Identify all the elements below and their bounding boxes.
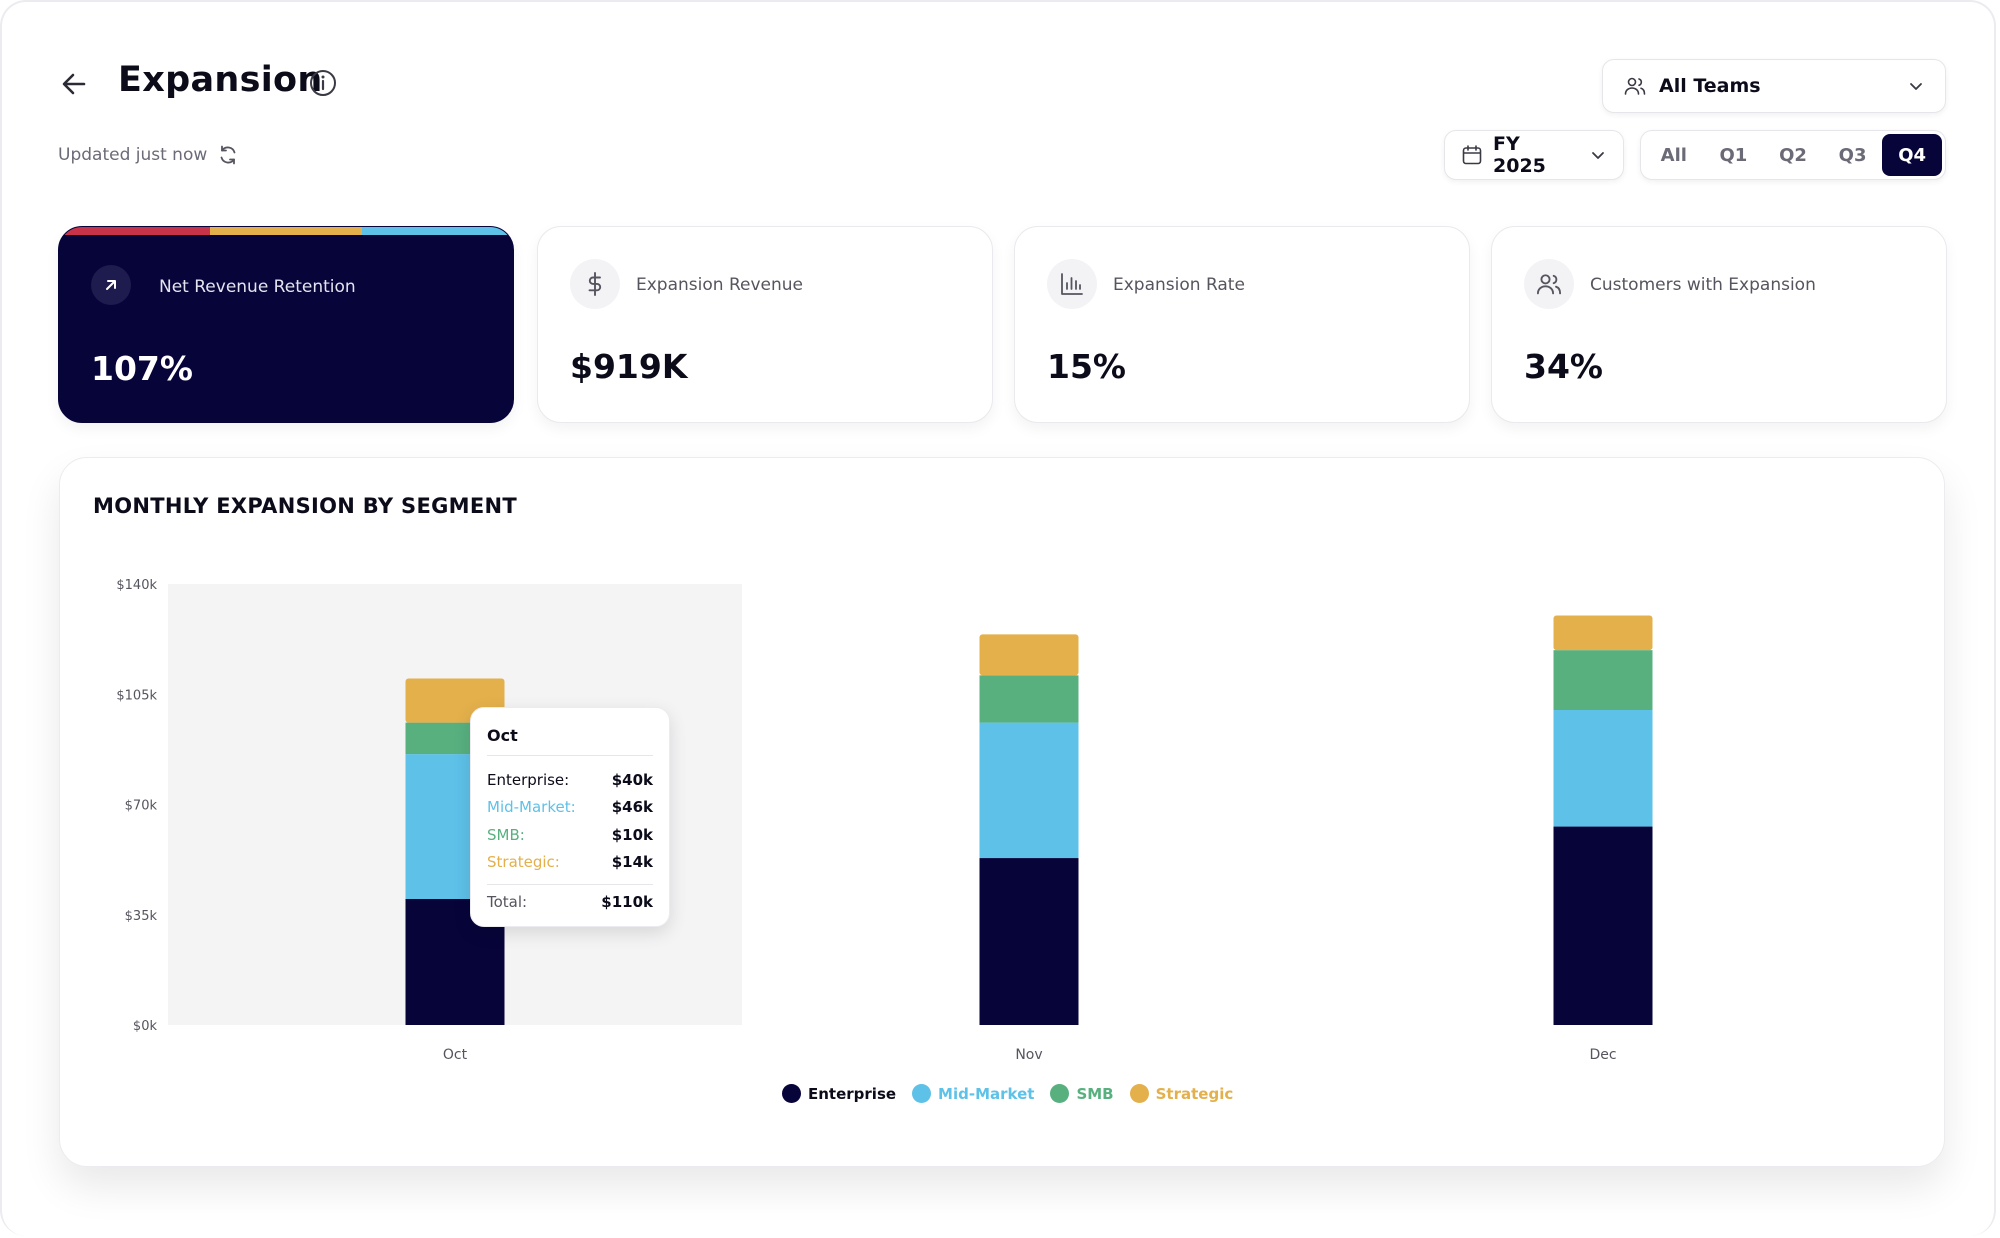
y-tick-label: $35k: [125, 909, 158, 924]
calendar-icon: [1462, 145, 1482, 165]
legend-item-mid-market[interactable]: Mid-Market: [912, 1084, 1034, 1103]
chevron-down-icon: [1910, 83, 1922, 90]
page-title: Expansion: [118, 60, 323, 100]
tooltip-row-smb: SMB: $10k: [487, 821, 653, 849]
kpi-card-net-revenue-retention[interactable]: Net Revenue Retention 107%: [58, 226, 514, 423]
kpi-card-expansion-revenue[interactable]: Expansion Revenue $919K: [537, 226, 993, 423]
tooltip-label: Strategic:: [487, 853, 560, 872]
users-icon: [1524, 259, 1574, 309]
legend-swatch: [782, 1084, 801, 1103]
chevron-down-icon: [1592, 152, 1604, 159]
bar-segment-mid-market-nov[interactable]: [979, 722, 1079, 859]
tooltip-label: SMB:: [487, 825, 525, 844]
bar-segment-enterprise-dec[interactable]: [1553, 826, 1653, 1025]
tab-q1[interactable]: Q1: [1719, 144, 1748, 166]
x-tick-label: Dec: [1589, 1047, 1616, 1063]
legend-item-strategic[interactable]: Strategic: [1129, 1084, 1234, 1103]
y-tick-label: $105k: [116, 688, 157, 703]
legend-label: Enterprise: [808, 1084, 897, 1103]
updated-text: Updated just now: [58, 145, 208, 165]
x-tick-label: Oct: [443, 1047, 468, 1063]
tooltip-row-strategic: Strategic: $14k: [487, 849, 653, 877]
legend-item-smb[interactable]: SMB: [1050, 1084, 1114, 1103]
tab-q4[interactable]: Q4: [1882, 134, 1942, 176]
tooltip-value: $40k: [611, 770, 653, 789]
teams-dropdown-label: All Teams: [1659, 75, 1761, 97]
tooltip-label: Enterprise:: [487, 770, 570, 789]
y-tick-label: $0k: [133, 1019, 158, 1034]
update-status: Updated just now: [58, 144, 239, 166]
bar-segment-strategic-nov[interactable]: [979, 634, 1079, 676]
legend-swatch: [1050, 1084, 1070, 1103]
tab-q2[interactable]: Q2: [1779, 144, 1807, 166]
legend-label: Strategic: [1155, 1084, 1234, 1103]
chart-title: MONTHLY EXPANSION BY SEGMENT: [93, 494, 517, 518]
tooltip-row-total: Total: $110k: [487, 884, 653, 912]
legend-swatch: [912, 1084, 932, 1103]
kpi-value: 15%: [1047, 347, 1126, 386]
arrow-up-right-icon: [91, 265, 131, 305]
tooltip-row-enterprise: Enterprise: $40k: [487, 766, 653, 794]
tab-q3[interactable]: Q3: [1838, 144, 1867, 166]
bar-chart-icon: [1047, 259, 1097, 309]
tooltip-value: $10k: [611, 825, 653, 844]
fiscal-year-dropdown[interactable]: FY 2025: [1444, 130, 1624, 180]
fiscal-year-label: FY 2025: [1493, 133, 1546, 177]
tooltip-title: Oct: [487, 726, 653, 756]
tooltip-value: $14k: [611, 853, 653, 872]
kpi-value: 34%: [1524, 347, 1603, 386]
bar-segment-smb-nov[interactable]: [979, 675, 1079, 723]
chart-legend: Enterprise Mid-Market SMB Strategic: [782, 1084, 1233, 1103]
legend-label: SMB: [1076, 1084, 1114, 1103]
kpi-accent-bar: [59, 227, 513, 235]
teams-dropdown[interactable]: All Teams: [1602, 59, 1946, 113]
legend-label: Mid-Market: [938, 1084, 1035, 1103]
legend-swatch: [1129, 1084, 1149, 1103]
legend-item-enterprise[interactable]: Enterprise: [782, 1084, 896, 1103]
info-icon[interactable]: [308, 68, 338, 98]
quarter-tabs: All Q1 Q2 Q3 Q4: [1640, 130, 1946, 180]
bar-segment-enterprise-nov[interactable]: [979, 858, 1079, 1025]
kpi-value: 107%: [91, 349, 193, 388]
y-tick-label: $140k: [116, 578, 157, 593]
bar-segment-smb-dec[interactable]: [1553, 650, 1653, 710]
tooltip-label: Mid-Market:: [487, 798, 576, 817]
y-tick-label: $70k: [125, 799, 158, 814]
dollar-icon: [570, 259, 620, 309]
kpi-card-customers-with-expansion[interactable]: Customers with Expansion 34%: [1491, 226, 1947, 423]
x-tick-label: Nov: [1015, 1047, 1042, 1063]
chart-tooltip: Oct Enterprise: $40k Mid-Market: $46k SM…: [470, 707, 670, 927]
bar-segment-mid-market-dec[interactable]: [1553, 710, 1653, 827]
tooltip-label: Total:: [487, 893, 528, 912]
kpi-label: Expansion Revenue: [636, 275, 803, 295]
tooltip-row-mid-market: Mid-Market: $46k: [487, 794, 653, 822]
bar-segment-strategic-dec[interactable]: [1553, 615, 1653, 651]
back-arrow-icon[interactable]: [58, 68, 90, 100]
tooltip-value: $46k: [611, 798, 653, 817]
tab-all[interactable]: All: [1660, 144, 1687, 166]
kpi-label: Net Revenue Retention: [159, 277, 356, 297]
kpi-label: Customers with Expansion: [1590, 275, 1816, 295]
kpi-card-expansion-rate[interactable]: Expansion Rate 15%: [1014, 226, 1470, 423]
refresh-icon[interactable]: [217, 144, 239, 166]
kpi-label: Expansion Rate: [1113, 275, 1245, 295]
kpi-value: $919K: [570, 347, 688, 386]
tooltip-value: $110k: [601, 893, 653, 912]
users-icon: [1624, 77, 1646, 95]
